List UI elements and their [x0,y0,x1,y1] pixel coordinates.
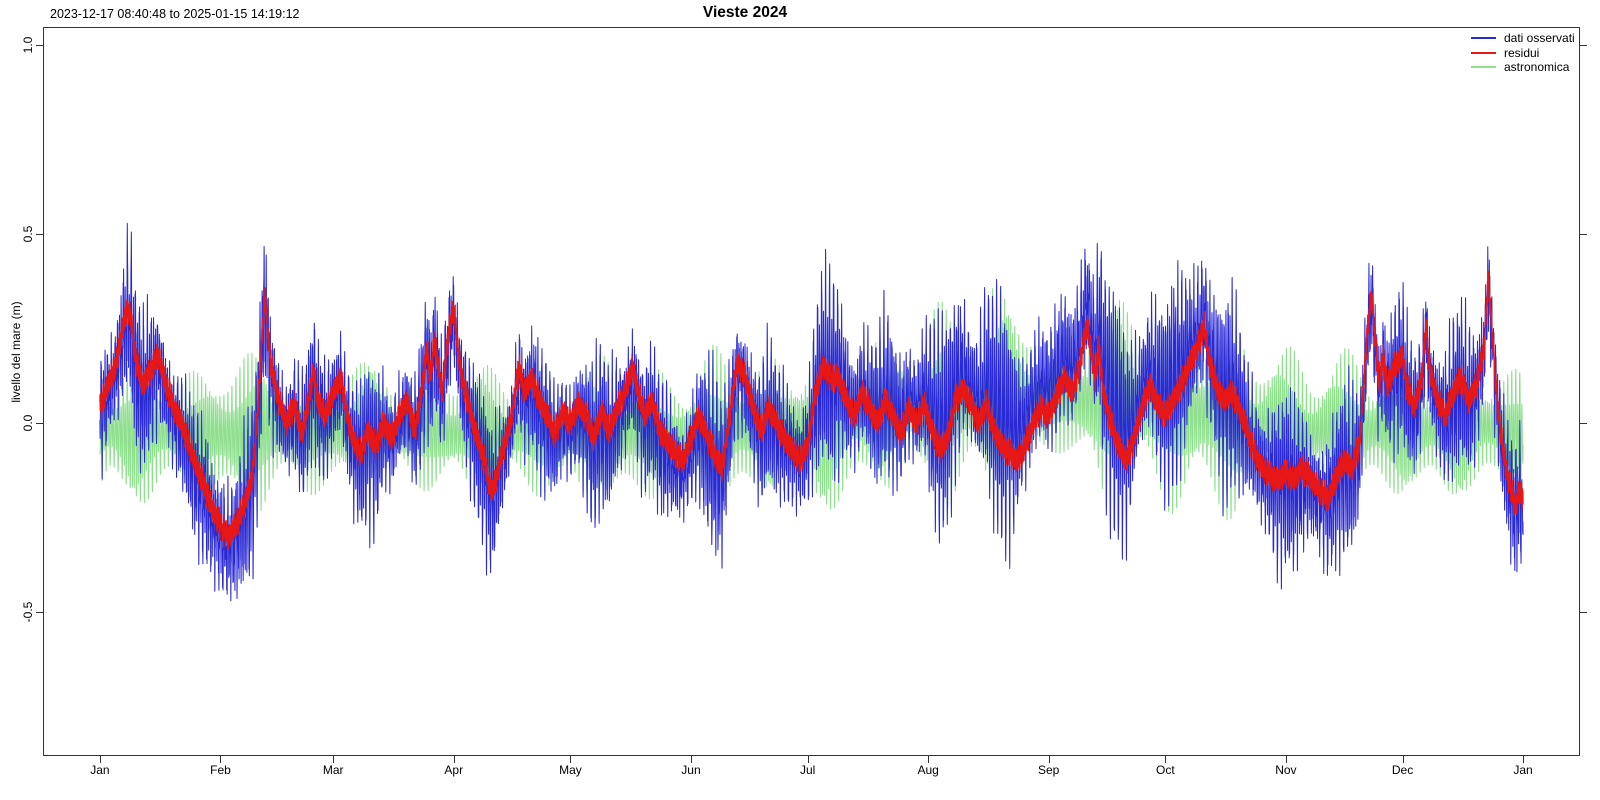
chart-canvas [43,27,1580,756]
x-axis-tick-label: Jun [681,763,701,777]
x-axis-tick-label: Jan [1513,763,1533,777]
x-axis-tick-label: Feb [210,763,231,777]
x-axis-tick-label: Apr [444,763,464,777]
legend-line-swatch [1471,65,1496,68]
x-axis-tick [1523,756,1525,763]
x-axis-tick [453,756,455,763]
x-axis-tick [570,756,572,763]
x-axis-tick-label: Aug [917,763,939,777]
y-axis-tick-label: 0.0 [21,414,35,432]
y-axis-tick-right [1580,45,1587,47]
legend-item: residui [1471,45,1575,59]
y-axis-tick-right [1580,234,1587,236]
legend-label: astronomica [1504,59,1570,74]
chart-title: Vieste 2024 [702,4,788,21]
y-axis-tick-label: 0.5 [21,225,35,243]
legend-label: dati osservati [1504,31,1575,46]
y-axis-tick [36,234,43,236]
y-axis-tick [36,612,43,613]
x-axis-tick [220,756,222,763]
x-axis-tick-label: Sep [1038,763,1060,777]
legend-label: residui [1504,45,1540,60]
y-axis-tick-right [1580,612,1587,613]
x-axis-tick [1285,756,1287,763]
y-axis-tick [36,423,43,425]
x-axis-tick-label: Jan [90,763,110,777]
x-axis-tick [1165,756,1167,763]
legend-line-swatch [1471,37,1496,40]
y-axis-tick-label: 1.0 [21,36,35,54]
x-axis-tick-label: Dec [1391,763,1414,777]
legend: dati osservati residui astronomica [1471,31,1575,74]
date-range-subtitle: 2023-12-17 08:40:48 to 2025-01-15 14:19:… [50,7,300,21]
x-axis-tick [807,756,809,763]
x-axis-tick-label: Nov [1275,763,1297,777]
x-axis-tick [333,756,335,763]
x-axis-tick [928,756,930,763]
y-axis-tick-right [1580,423,1587,425]
legend-item: dati osservati [1471,31,1575,45]
y-axis-tick [36,45,43,47]
x-axis-tick [99,756,101,763]
legend-line-swatch [1471,51,1496,54]
x-axis-tick [690,756,692,763]
y-axis-title: livello del mare (m) [9,301,23,403]
x-axis-tick [1048,756,1050,763]
x-axis-tick-label: Jul [799,763,816,777]
x-axis-tick-label: Oct [1155,763,1175,777]
y-axis-tick-label: -0.5 [21,601,35,623]
x-axis-tick [1402,756,1404,763]
legend-item: astronomica [1471,60,1575,74]
x-axis-tick-label: Mar [322,763,344,777]
x-axis-tick-label: May [559,763,582,777]
